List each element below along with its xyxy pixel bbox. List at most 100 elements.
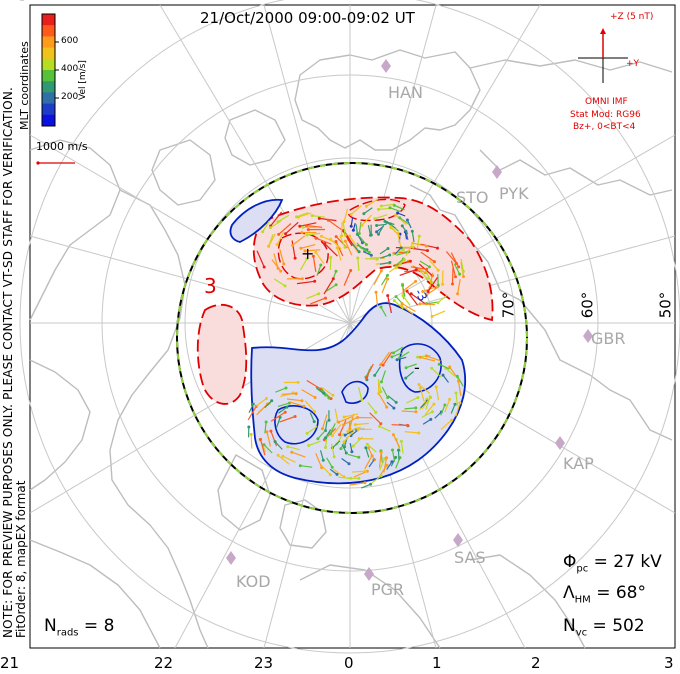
velocity-vector: [256, 403, 268, 416]
velocity-vector: [266, 431, 272, 447]
coast-svalbard: [224, 109, 286, 166]
velocity-vector: [357, 234, 363, 244]
velocity-vector: [457, 381, 462, 396]
coast-island-b: [279, 499, 327, 549]
velocity-vector: [365, 447, 370, 458]
velocity-vector: [315, 386, 325, 394]
coast-hudson: [299, 564, 441, 649]
velocity-vector: [335, 241, 344, 257]
velocity-vector: [262, 220, 270, 233]
velocity-vector: [344, 240, 353, 256]
velocity-vector: [379, 458, 386, 471]
velocity-vector: [277, 214, 290, 223]
velocity-vector: [362, 251, 372, 256]
velocity-vector: [455, 392, 458, 406]
velocity-vector: [404, 431, 419, 434]
velocity-vector: [349, 413, 355, 429]
velocity-vector: [427, 277, 438, 292]
coastlines: [20, 0, 673, 649]
velocity-vector: [350, 429, 359, 437]
hm-latitude-value: = 68°: [596, 583, 646, 603]
velocity-vector: [403, 280, 416, 291]
velocity-vector: [390, 457, 397, 467]
velocity-vector: [393, 204, 405, 211]
velocity-vector: [248, 403, 254, 414]
velocity-vectors: [247, 198, 465, 489]
velocity-vector: [276, 417, 281, 428]
velocity-vector: [438, 363, 450, 370]
velocity-vector: [256, 250, 265, 268]
station-label-sas: SAS: [454, 548, 486, 567]
velocity-vector: [425, 270, 432, 283]
velocity-vector: [387, 395, 397, 403]
velocity-vector: [373, 270, 382, 285]
velocity-vector: [343, 208, 349, 222]
velocity-vector: [359, 246, 370, 253]
velocity-vector: [358, 221, 362, 234]
velocity-vector: [401, 303, 416, 313]
velocity-vector: [419, 387, 425, 402]
hm-latitude: ΛHM = 68°: [563, 583, 646, 605]
colorbar-title: Vel [m/s]: [78, 60, 88, 100]
velocity-vector: [393, 300, 404, 310]
velocity-vector: [270, 211, 283, 227]
velocity-vector: [343, 431, 354, 443]
velocity-vector: [377, 379, 382, 392]
velocity-vector: [363, 207, 373, 215]
velocity-vector: [365, 363, 374, 379]
station-label-kap: KAP: [563, 454, 594, 473]
velocity-vector: [349, 235, 358, 248]
imf-condition: Bz+, 0<BT<4: [573, 122, 636, 132]
station-marker-kod: [226, 551, 236, 565]
station-label-kod: KOD: [236, 572, 271, 591]
velocity-vector: [292, 235, 306, 246]
velocity-vector: [357, 257, 360, 271]
velocity-vector: [296, 212, 309, 218]
colorbar-segment: [42, 70, 55, 82]
velocity-vector: [368, 459, 375, 468]
velocity-vector: [319, 450, 324, 461]
mlt-label-3: 3: [664, 654, 674, 672]
velocity-vector: [453, 263, 461, 275]
velocity-vector: [386, 401, 395, 409]
velocity-vector: [402, 295, 411, 307]
velocity-vector: [304, 400, 316, 412]
velocity-vector: [250, 434, 253, 449]
negative-cell-main: [250, 302, 466, 485]
velocity-vector: [291, 240, 296, 259]
station-label-pgr: PGR: [371, 580, 405, 599]
velocity-vector: [299, 222, 317, 227]
velocity-vector: [321, 388, 330, 399]
velocity-vector: [298, 212, 312, 218]
velocity-vector: [308, 440, 321, 447]
negative-convection-cell: [229, 198, 466, 485]
cross-polar-potential-symbol: Φ: [563, 552, 577, 572]
imf-vector-head: [600, 28, 606, 34]
velocity-vector: [381, 203, 394, 207]
velocity-vector: [401, 305, 414, 315]
velocity-vector: [326, 284, 337, 292]
preview-note: NOTE: FOR PREVIEW PURPOSES ONLY. PLEASE …: [1, 86, 15, 638]
plot-frame: [29, 4, 676, 649]
positive-cell-west: [196, 303, 248, 405]
velocity-vector: [349, 442, 353, 452]
latitude-label-60: 60°: [578, 291, 597, 319]
velocity-vector: [399, 351, 410, 359]
velocity-vector: [306, 232, 321, 236]
velocity-vector: [445, 367, 456, 377]
velocity-vector: [334, 408, 339, 422]
velocity-vector: [312, 215, 325, 218]
velocity-vector: [321, 387, 334, 396]
velocity-vector: [429, 272, 434, 289]
coast-canada-east: [29, 359, 91, 491]
velocity-vector: [259, 439, 266, 456]
velocity-vector: [371, 475, 382, 484]
velocity-vector: [378, 393, 388, 408]
colorbar-segment: [42, 36, 55, 49]
velocity-vector: [350, 218, 354, 227]
velocity-vector: [440, 404, 446, 416]
coast-eurasia-east: [409, 184, 673, 441]
velocity-vector: [426, 301, 438, 305]
hm-boundary-green: [176, 162, 528, 514]
mlt-label-23: 23: [254, 654, 274, 672]
